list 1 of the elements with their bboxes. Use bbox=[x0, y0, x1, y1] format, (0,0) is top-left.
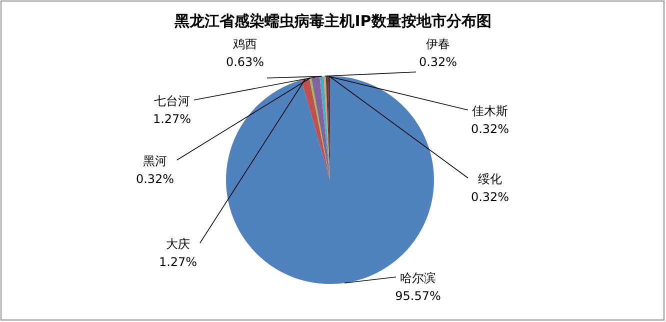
chart-title: 黑龙江省感染蠕虫病毒主机IP数量按地市分布图 bbox=[174, 12, 492, 30]
